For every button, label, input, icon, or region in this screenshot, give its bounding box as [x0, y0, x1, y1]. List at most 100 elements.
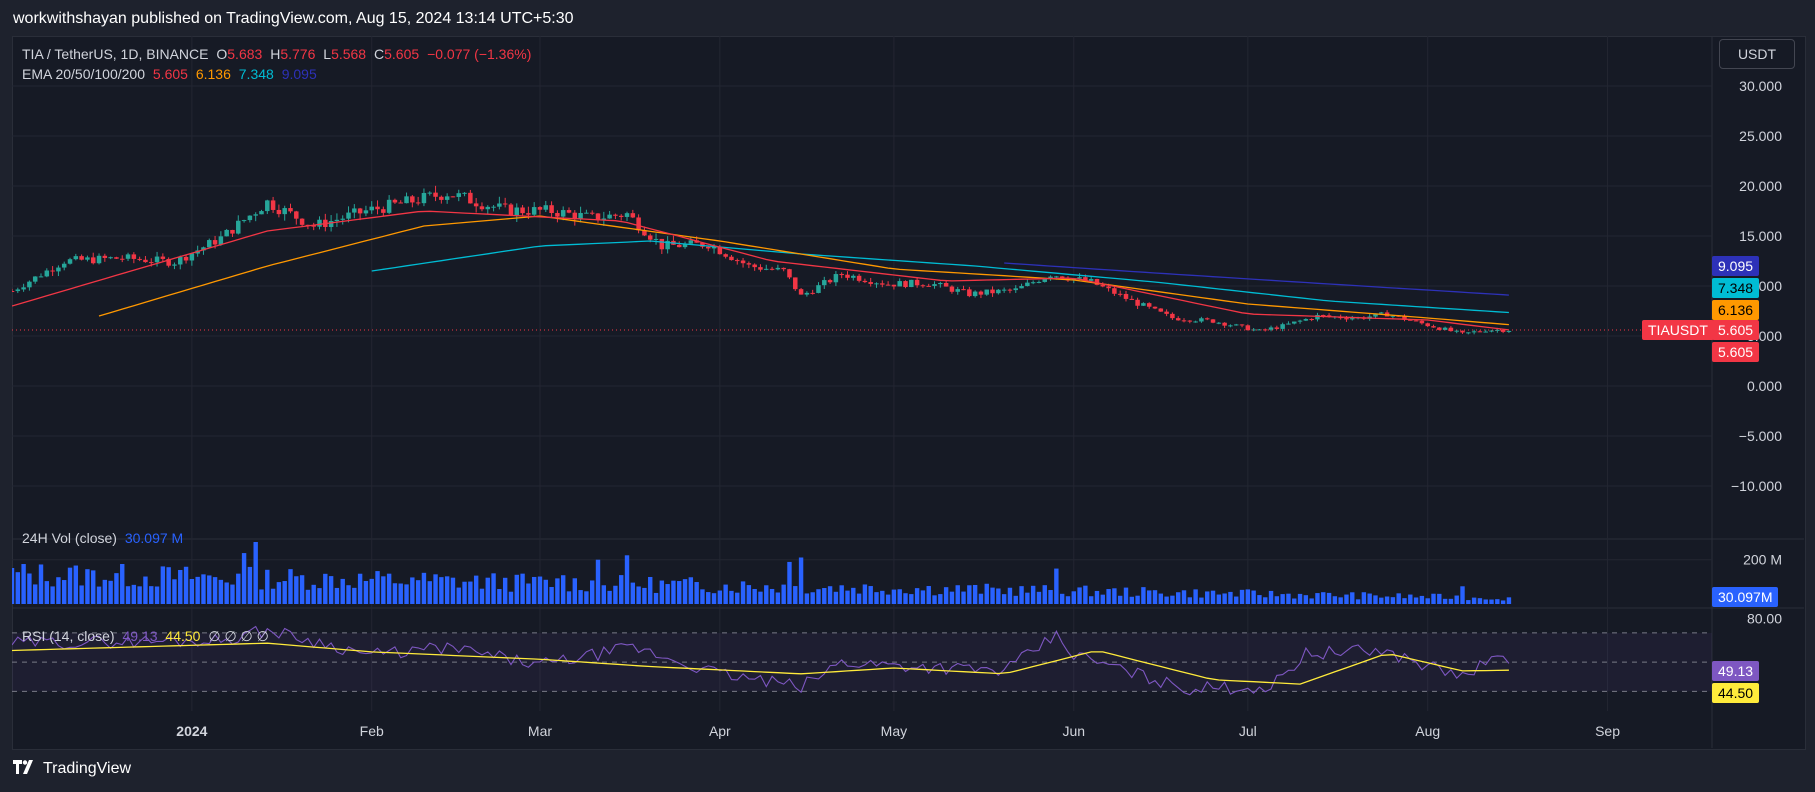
candle	[804, 292, 810, 295]
volume-bar	[868, 586, 873, 604]
rsi-ma-line	[12, 642, 1509, 685]
price-tick-label: 25.000	[1739, 128, 1782, 144]
volume-bar	[746, 585, 752, 604]
volume-bar	[1054, 568, 1059, 604]
volume-bar	[137, 586, 142, 604]
volume-bar	[421, 572, 427, 604]
candle	[375, 206, 380, 210]
candle	[595, 213, 601, 221]
candle	[984, 289, 989, 295]
chart-canvas[interactable]: 30.00025.00020.00015.00010.0005.0000.000…	[12, 36, 1804, 748]
volume-bar	[1234, 596, 1239, 604]
candle	[1077, 277, 1082, 279]
ema50-tag: 6.136	[1712, 300, 1760, 320]
candle	[1262, 329, 1268, 331]
volume-bar	[294, 576, 299, 604]
candle	[1500, 329, 1506, 332]
volume-bar	[479, 588, 485, 604]
price-legend: TIA / TetherUS, 1D, BINANCE O5.683 H5.77…	[22, 46, 535, 62]
volume-bar	[166, 567, 171, 604]
volume-bar	[636, 586, 641, 604]
candle	[885, 284, 891, 286]
low-label: L	[323, 46, 332, 62]
volume-bar	[1384, 596, 1390, 604]
volume-bar	[172, 579, 177, 604]
volume-bar	[1245, 589, 1251, 604]
volume-bar	[723, 584, 728, 604]
candle	[1489, 330, 1494, 332]
candle	[526, 213, 531, 215]
candle	[96, 255, 102, 264]
candle	[723, 254, 728, 257]
volume-bar	[392, 583, 398, 604]
candle	[102, 255, 108, 258]
price-tick-label: 0.000	[1747, 378, 1782, 394]
volume-bar	[543, 579, 548, 604]
candle	[1251, 329, 1256, 331]
volume-bar	[984, 583, 989, 604]
volume-bar	[665, 584, 670, 604]
chart-container[interactable]	[12, 36, 1806, 750]
candle	[1146, 303, 1152, 307]
high-value: 5.776	[280, 46, 316, 62]
brand[interactable]: TradingView	[13, 760, 131, 778]
candle	[1025, 282, 1030, 287]
volume-label: 24H Vol (close)	[22, 530, 117, 546]
candle	[270, 200, 276, 210]
volume-bar	[160, 566, 166, 604]
rsi-ma-tag: 44.50	[1712, 683, 1760, 703]
candle	[613, 214, 618, 216]
candle	[456, 193, 462, 197]
candle	[1471, 331, 1477, 333]
candle	[172, 264, 177, 266]
candle	[555, 213, 560, 217]
volume-bar	[891, 589, 897, 604]
volume-bar	[1361, 592, 1367, 604]
volume-bar	[485, 577, 490, 604]
candle	[665, 240, 670, 250]
volume-bar	[827, 586, 833, 604]
volume-bar	[259, 589, 264, 604]
volume-bar	[497, 589, 502, 604]
volume-bar	[305, 589, 311, 604]
candle	[816, 285, 821, 293]
volume-bar	[555, 578, 560, 604]
symbol-label: TIA / TetherUS, 1D, BINANCE	[22, 46, 209, 62]
candle	[781, 267, 786, 270]
volume-bar	[1239, 589, 1245, 604]
volume-bar	[932, 595, 937, 604]
volume-bar	[856, 593, 862, 604]
volume-bar	[1309, 598, 1314, 604]
currency-button[interactable]: USDT	[1719, 39, 1795, 69]
candle	[15, 289, 21, 292]
volume-bar	[456, 587, 461, 604]
volume-bar	[33, 584, 38, 604]
volume-bar	[526, 583, 531, 604]
candle	[369, 206, 374, 211]
volume-bar	[845, 590, 850, 604]
volume-bar	[27, 573, 32, 604]
volume-bar	[595, 559, 601, 604]
candle	[1477, 331, 1483, 333]
candle	[1216, 322, 1222, 324]
candle	[148, 262, 154, 264]
ema20-tag: 5.605	[1712, 342, 1760, 362]
volume-bar	[677, 581, 682, 604]
volume-bar	[450, 577, 456, 604]
volume-bar	[938, 594, 943, 604]
volume-bar	[207, 575, 212, 604]
volume-bar	[531, 576, 537, 604]
candle	[520, 207, 525, 214]
volume-bar	[1303, 595, 1309, 604]
open-label: O	[216, 46, 228, 62]
candle	[1431, 326, 1436, 328]
volume-bar	[114, 573, 119, 604]
candle	[137, 258, 142, 260]
candle	[787, 269, 792, 278]
price-tick-label: 15.000	[1739, 228, 1782, 244]
candle	[543, 205, 549, 210]
rsi-tag: 49.13	[1712, 661, 1760, 681]
candle	[549, 205, 554, 214]
candle	[143, 259, 148, 263]
volume-bar	[1431, 593, 1436, 604]
